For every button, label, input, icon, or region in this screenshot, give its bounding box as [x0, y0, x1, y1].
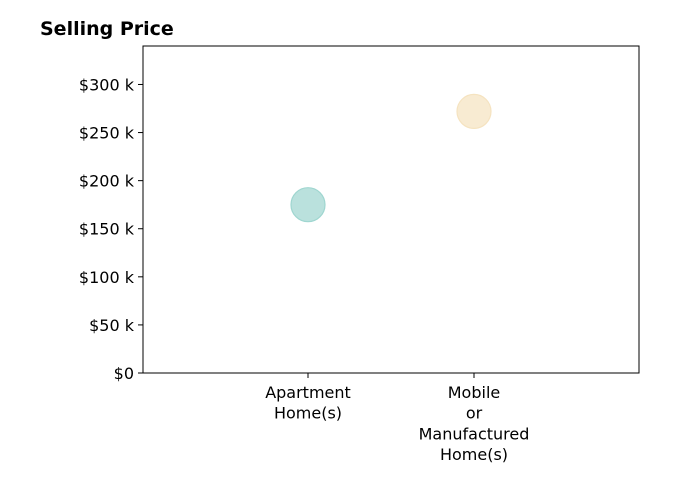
- plot-frame: [142, 45, 640, 374]
- x-tick-label: Home(s): [274, 404, 342, 423]
- plot-marks: [290, 93, 492, 223]
- data-point: [290, 187, 326, 223]
- x-tick-label: or: [466, 404, 483, 423]
- y-tick-label: $100 k: [79, 268, 135, 287]
- chart-title: Selling Price: [40, 18, 174, 40]
- y-tick-label: $50 k: [89, 316, 135, 335]
- x-tick-label: Manufactured: [419, 424, 530, 443]
- y-tick-label: $200 k: [79, 172, 135, 191]
- y-axis: $0 $50 k $100 k $150 k $200 k $250 k $300 k: [79, 75, 143, 383]
- data-point: [456, 93, 492, 130]
- y-tick-label: $250 k: [79, 124, 135, 143]
- x-tick-label: Home(s): [440, 445, 508, 464]
- y-tick-label: $0: [114, 364, 134, 383]
- y-tick-label: $150 k: [79, 220, 135, 239]
- x-tick-label: Apartment: [265, 383, 351, 402]
- y-tick-label: $300 k: [79, 75, 135, 94]
- x-tick-label: Mobile: [448, 383, 500, 402]
